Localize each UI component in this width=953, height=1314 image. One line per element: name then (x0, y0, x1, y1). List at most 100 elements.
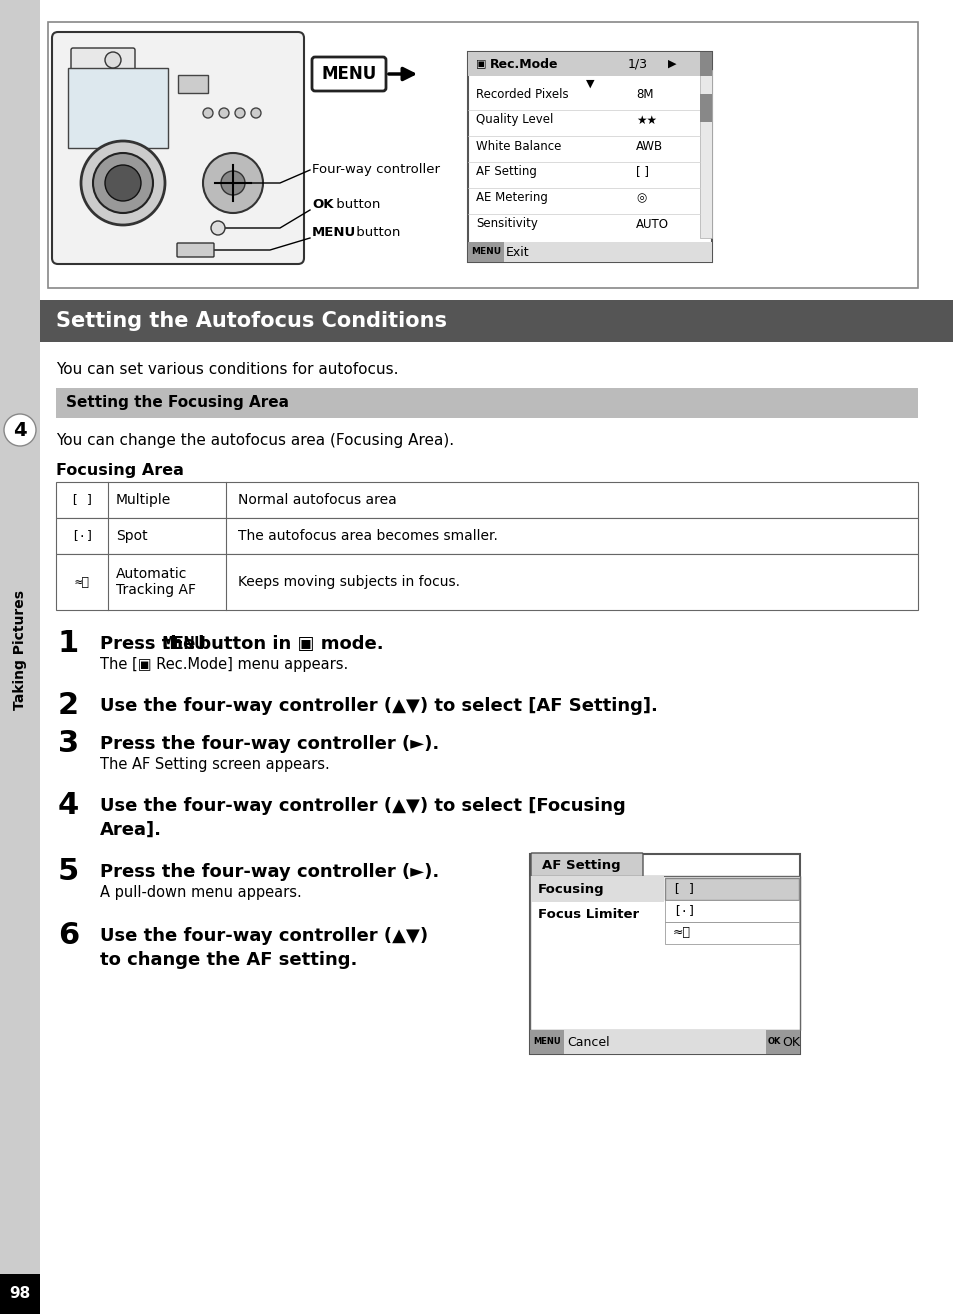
Text: The autofocus area becomes smaller.: The autofocus area becomes smaller. (237, 530, 497, 543)
Text: Multiple: Multiple (116, 493, 172, 507)
Bar (700, 70, 711, 238)
Text: The AF Setting screen appears.: The AF Setting screen appears. (100, 757, 330, 771)
Text: Focus Limiter: Focus Limiter (537, 908, 639, 921)
Text: A pull-down menu appears.: A pull-down menu appears. (100, 884, 301, 900)
Text: AWB: AWB (636, 139, 662, 152)
Text: ≈ⓘ: ≈ⓘ (672, 926, 690, 940)
Circle shape (221, 171, 245, 194)
Text: You can change the autofocus area (Focusing Area).: You can change the autofocus area (Focus… (56, 432, 454, 448)
Text: 8M: 8M (636, 88, 653, 100)
Text: button: button (332, 198, 380, 212)
Text: [ ]: [ ] (672, 883, 695, 896)
Text: 3: 3 (58, 729, 79, 758)
Text: to change the AF setting.: to change the AF setting. (100, 951, 357, 968)
Text: 1: 1 (58, 629, 79, 658)
Text: AUTO: AUTO (636, 218, 668, 230)
Text: Automatic: Automatic (116, 568, 187, 581)
Bar (0, 0, 40, 1314)
Text: Area].: Area]. (100, 821, 162, 840)
Text: Four-way controller: Four-way controller (312, 163, 439, 176)
Text: Cancel: Cancel (566, 1035, 609, 1049)
Text: Setting the Focusing Area: Setting the Focusing Area (66, 396, 289, 410)
Text: Quality Level: Quality Level (476, 113, 553, 126)
Text: button: button (352, 226, 400, 239)
Text: White Balance: White Balance (476, 139, 560, 152)
Text: Use the four-way controller (▲▼) to select [Focusing: Use the four-way controller (▲▼) to sele… (100, 798, 625, 815)
Text: 98: 98 (10, 1286, 30, 1301)
Text: OK: OK (781, 1035, 800, 1049)
Text: You can set various conditions for autofocus.: You can set various conditions for autof… (56, 363, 398, 377)
Text: Rec.Mode: Rec.Mode (490, 58, 558, 71)
Text: Normal autofocus area: Normal autofocus area (237, 493, 396, 507)
Text: Press the: Press the (100, 635, 201, 653)
Circle shape (4, 414, 36, 445)
Bar (664, 900, 799, 922)
Text: ≈ⓘ: ≈ⓘ (74, 576, 90, 589)
Text: ◎: ◎ (636, 192, 645, 205)
Bar (468, 53, 700, 76)
Bar (56, 388, 917, 418)
Bar (40, 300, 953, 342)
Circle shape (211, 221, 225, 235)
Text: [ ]: [ ] (71, 494, 93, 506)
Bar (530, 854, 800, 1054)
Text: AE Metering: AE Metering (476, 192, 547, 205)
Bar (530, 1030, 563, 1054)
Bar (56, 555, 917, 610)
Text: Tracking AF: Tracking AF (116, 583, 195, 597)
Bar (48, 22, 917, 288)
Circle shape (219, 108, 229, 118)
Bar (765, 1030, 800, 1054)
Circle shape (234, 108, 245, 118)
Text: Focusing Area: Focusing Area (56, 463, 184, 477)
Bar (468, 242, 711, 261)
Text: [ ]: [ ] (636, 166, 648, 179)
Circle shape (203, 108, 213, 118)
Text: OK: OK (312, 198, 334, 212)
Text: Recorded Pixels: Recorded Pixels (476, 88, 568, 100)
Text: MENU: MENU (471, 247, 500, 256)
Text: ▣: ▣ (476, 59, 486, 70)
Bar (468, 53, 711, 261)
Circle shape (105, 166, 141, 201)
Text: [·]: [·] (71, 530, 93, 543)
Circle shape (81, 141, 165, 225)
Circle shape (105, 53, 121, 68)
Circle shape (251, 108, 261, 118)
Text: MENU: MENU (162, 635, 205, 653)
Text: MENU: MENU (321, 64, 376, 83)
Circle shape (92, 152, 152, 213)
Text: Taking Pictures: Taking Pictures (13, 590, 27, 710)
Circle shape (203, 152, 263, 213)
Bar (664, 922, 799, 943)
Bar (531, 876, 663, 901)
Text: The [▣ Rec.Mode] menu appears.: The [▣ Rec.Mode] menu appears. (100, 657, 348, 671)
Text: AF Setting: AF Setting (476, 166, 537, 179)
Text: AF Setting: AF Setting (541, 858, 620, 871)
Text: Use the four-way controller (▲▼): Use the four-way controller (▲▼) (100, 926, 428, 945)
Bar (56, 482, 917, 518)
Bar (178, 75, 208, 93)
Text: Sensitivity: Sensitivity (476, 218, 537, 230)
FancyBboxPatch shape (177, 243, 213, 258)
Text: Exit: Exit (505, 246, 529, 259)
Text: ▶: ▶ (667, 59, 676, 70)
Text: 1/3: 1/3 (627, 58, 647, 71)
Text: button in ▣ mode.: button in ▣ mode. (192, 635, 383, 653)
Text: Spot: Spot (116, 530, 148, 543)
Text: [·]: [·] (672, 904, 695, 917)
Text: Use the four-way controller (▲▼) to select [AF Setting].: Use the four-way controller (▲▼) to sele… (100, 696, 658, 715)
Bar (0, 1275, 40, 1314)
FancyBboxPatch shape (52, 32, 304, 264)
Bar (468, 242, 503, 261)
Text: MENU: MENU (312, 226, 355, 239)
Text: 4: 4 (13, 420, 27, 439)
Text: 6: 6 (58, 921, 79, 950)
Text: Setting the Autofocus Conditions: Setting the Autofocus Conditions (56, 311, 447, 331)
Text: 2: 2 (58, 691, 79, 720)
FancyBboxPatch shape (71, 49, 135, 70)
Bar (700, 95, 711, 122)
Bar (68, 68, 168, 148)
FancyBboxPatch shape (531, 853, 642, 876)
Text: Focusing: Focusing (537, 883, 604, 896)
